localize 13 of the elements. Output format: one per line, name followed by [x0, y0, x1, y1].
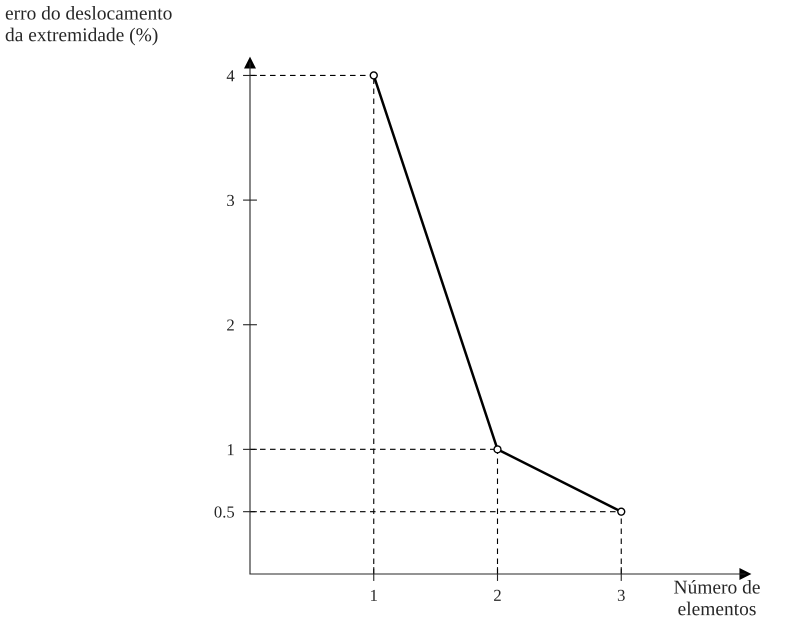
- x-axis-title: Número de elementos: [674, 580, 760, 616]
- point: [493, 445, 502, 454]
- y-tick-label: 3: [227, 194, 234, 206]
- point: [617, 508, 626, 516]
- point: [370, 71, 378, 80]
- y-axis-title: erro do deslocamento da extremidade (%): [6, 6, 172, 46]
- x-tick-label: 2: [494, 590, 501, 601]
- y-tick-label: 0.5: [214, 506, 234, 518]
- x-tick-label: 3: [618, 590, 625, 602]
- y-tick-label: 1: [228, 444, 234, 456]
- x-tick-label: 1: [371, 590, 377, 601]
- y-tick-label: 4: [226, 70, 234, 82]
- y-tick-label: 2: [227, 319, 234, 331]
